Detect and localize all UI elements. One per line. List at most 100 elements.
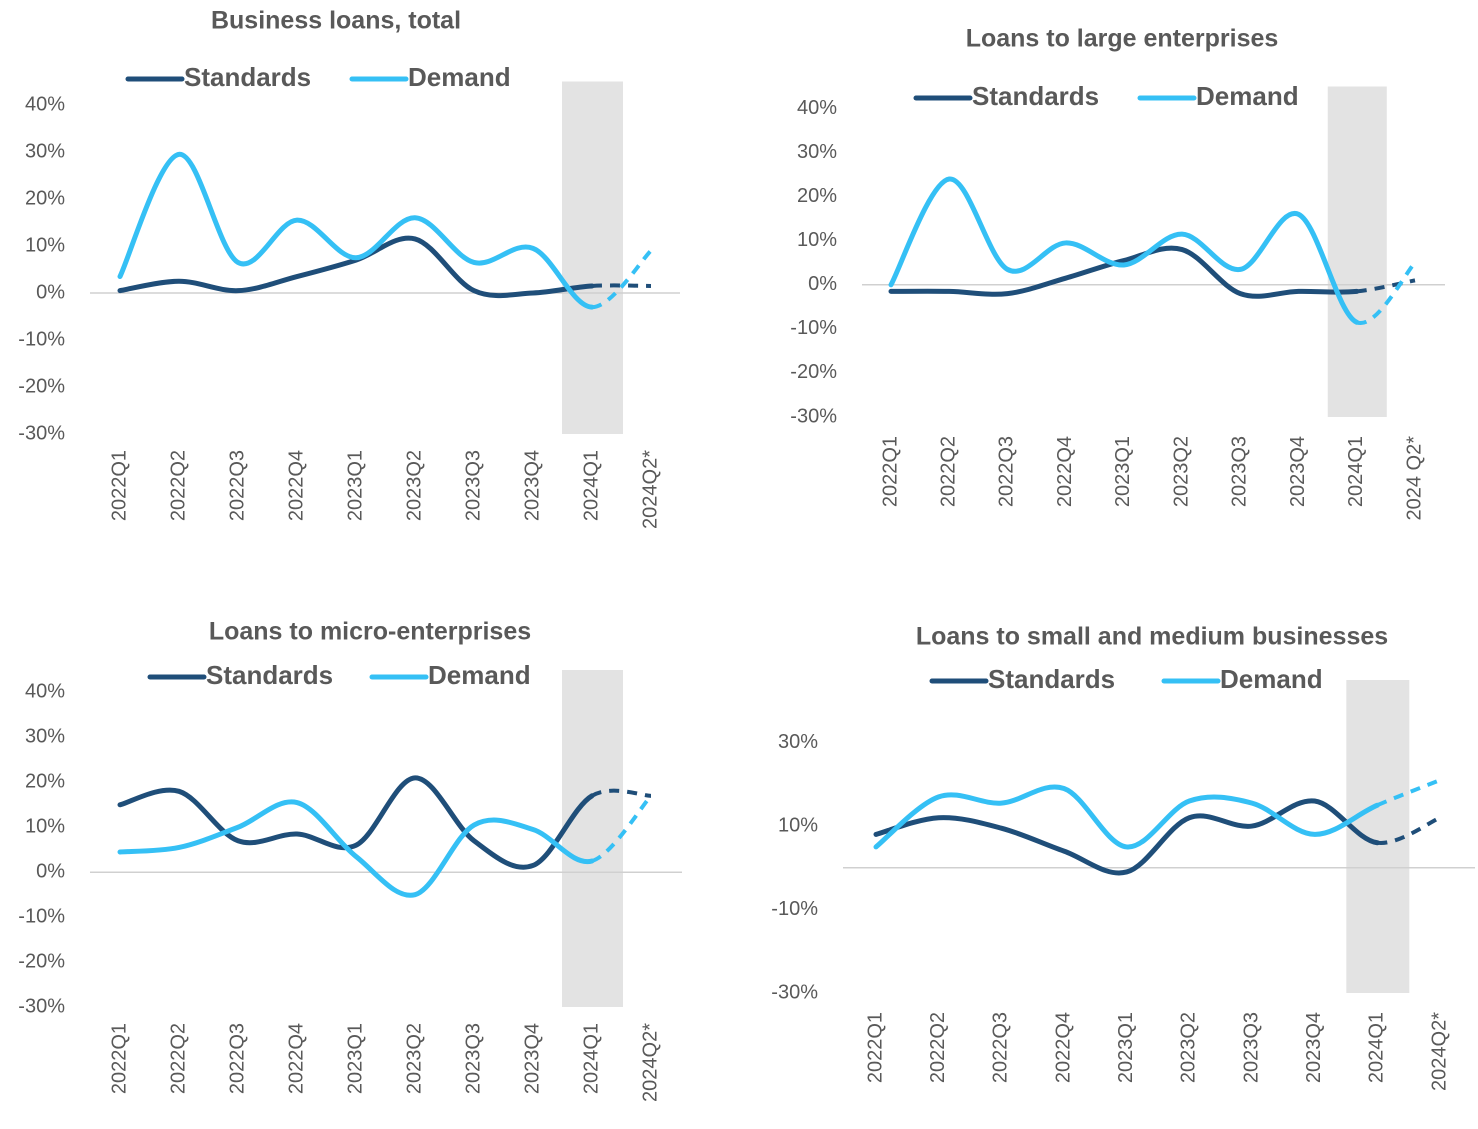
y-tick-label: 0% (808, 273, 837, 295)
x-tick-label: 2024Q2* (639, 450, 661, 529)
x-tick-label: 2023Q1 (344, 450, 366, 521)
series-line (117, 775, 595, 870)
y-tick-label: -30% (18, 422, 65, 444)
y-tick-label: 40% (797, 97, 837, 119)
y-tick-label: 30% (797, 141, 837, 163)
x-tick-label: 2024 Q2* (1403, 436, 1425, 521)
x-tick-label: 2022Q3 (226, 1023, 248, 1094)
legend-label: Standards (988, 664, 1115, 694)
x-tick-label: 2024Q1 (580, 1023, 602, 1094)
x-tick-label: 2024Q1 (1345, 436, 1367, 507)
series-line (873, 798, 1380, 876)
x-tick-label: 2022Q4 (1052, 1012, 1074, 1083)
x-tick-label: 2024Q1 (1366, 1012, 1388, 1083)
x-tick-label: 2024Q2* (639, 1023, 661, 1102)
forecast-line (591, 794, 653, 863)
legend-label: Standards (184, 62, 311, 92)
x-tick-label: 2023Q3 (1229, 436, 1251, 507)
x-tick-label: 2022Q1 (879, 436, 901, 507)
forecast-line (1356, 261, 1417, 325)
y-tick-label: -20% (18, 950, 65, 972)
x-tick-label: 2022Q2 (167, 450, 189, 521)
x-tick-label: 2022Q3 (990, 1012, 1012, 1083)
forecast-shade (1346, 680, 1410, 993)
y-tick-label: 0% (36, 860, 65, 882)
chart-title: Loans to large enterprises (966, 25, 1279, 53)
x-tick-label: 2022Q4 (1054, 436, 1076, 507)
x-tick-label: 2022Q4 (285, 1023, 307, 1094)
y-tick-label: -20% (790, 361, 837, 383)
x-tick-label: 2023Q2 (1170, 436, 1192, 507)
y-tick-label: 40% (25, 93, 65, 115)
y-tick-label: -30% (790, 405, 837, 427)
x-tick-label: 2023Q4 (521, 450, 543, 521)
x-tick-label: 2023Q4 (521, 1023, 543, 1094)
chart-title: Loans to micro-enterprises (209, 618, 531, 646)
x-tick-label: 2023Q2 (1178, 1012, 1200, 1083)
x-tick-label: 2023Q3 (462, 1023, 484, 1094)
x-tick-label: 2022Q4 (285, 450, 307, 521)
legend-label: Demand (428, 660, 531, 690)
x-tick-label: 2023Q2 (403, 450, 425, 521)
x-tick-label: 2023Q4 (1303, 1012, 1325, 1083)
y-tick-label: 20% (797, 185, 837, 207)
series-line (888, 245, 1360, 299)
y-tick-label: 30% (778, 731, 818, 753)
legend-label: Demand (1196, 81, 1299, 111)
y-tick-label: -10% (18, 328, 65, 350)
y-tick-label: 30% (25, 140, 65, 162)
series-line (117, 151, 595, 310)
chart-title: Loans to small and medium businesses (916, 623, 1388, 651)
y-tick-label: 20% (25, 187, 65, 209)
x-tick-label: 2022Q1 (108, 450, 130, 521)
forecast-shade (562, 81, 623, 434)
x-tick-label: 2023Q3 (462, 450, 484, 521)
x-tick-label: 2022Q3 (996, 436, 1018, 507)
y-tick-label: 30% (25, 726, 65, 748)
forecast-line (590, 788, 652, 798)
y-tick-label: -20% (18, 375, 65, 397)
x-tick-label: 2022Q2 (927, 1012, 949, 1083)
x-tick-label: 2023Q3 (1240, 1012, 1262, 1083)
y-tick-label: 10% (797, 229, 837, 251)
y-tick-label: -10% (771, 898, 818, 920)
y-tick-label: -10% (18, 905, 65, 927)
forecast-shade (562, 670, 623, 1007)
x-tick-label: 2023Q1 (1112, 436, 1134, 507)
legend-label: Demand (408, 62, 511, 92)
x-tick-label: 2022Q2 (167, 1023, 189, 1094)
y-tick-label: 10% (778, 814, 818, 836)
x-tick-label: 2023Q2 (403, 1023, 425, 1094)
series-line (888, 176, 1360, 325)
legend-label: Standards (206, 660, 333, 690)
x-tick-label: 2022Q3 (226, 450, 248, 521)
legend-label: Demand (1220, 664, 1323, 694)
forecast-line (591, 283, 652, 288)
chart-title: Business loans, total (211, 7, 461, 35)
x-tick-label: 2022Q1 (864, 1012, 886, 1083)
x-tick-label: 2024Q1 (580, 450, 602, 521)
forecast-shade (1327, 86, 1387, 417)
forecast-line (1377, 815, 1441, 845)
x-tick-label: 2023Q4 (1287, 436, 1309, 507)
x-tick-label: 2023Q1 (1115, 1012, 1137, 1083)
forecast-line (591, 249, 653, 310)
x-tick-label: 2023Q1 (344, 1023, 366, 1094)
y-tick-label: 40% (25, 681, 65, 703)
x-tick-label: 2022Q1 (108, 1023, 130, 1094)
y-tick-label: 10% (25, 234, 65, 256)
y-tick-label: 0% (36, 281, 65, 303)
series-line (873, 784, 1380, 850)
x-tick-label: 2022Q2 (938, 436, 960, 507)
y-tick-label: -10% (790, 317, 837, 339)
y-tick-label: 10% (25, 816, 65, 838)
y-tick-label: -30% (771, 981, 818, 1003)
y-tick-label: -30% (18, 995, 65, 1017)
forecast-line (1356, 278, 1416, 294)
legend-label: Standards (972, 81, 1099, 111)
forecast-line (1376, 778, 1441, 808)
series-line (117, 799, 595, 898)
x-tick-label: 2024Q2* (1428, 1012, 1450, 1091)
